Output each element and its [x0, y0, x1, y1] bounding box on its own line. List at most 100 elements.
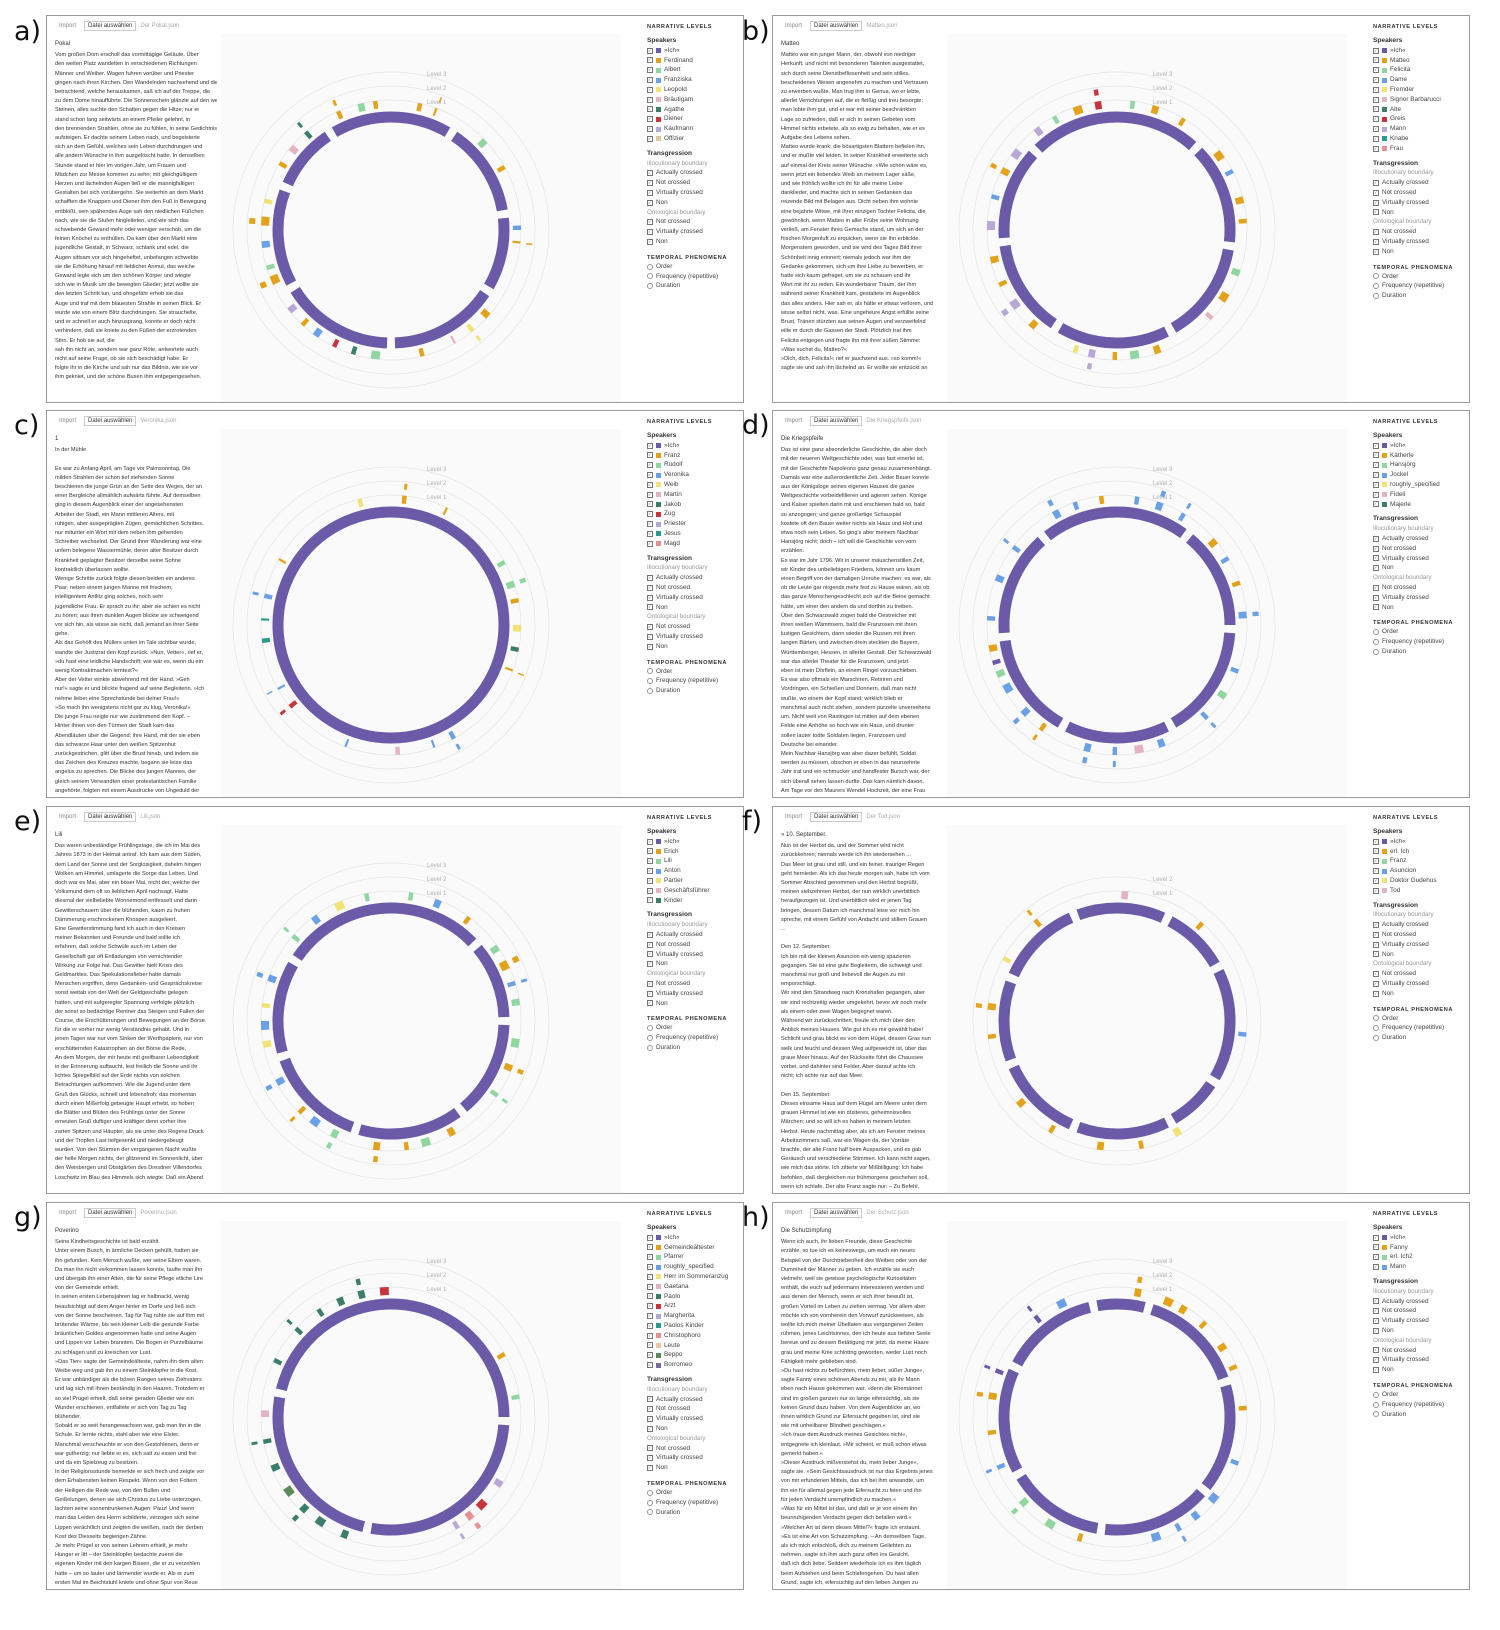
choose-file-button[interactable]: Datei auswählen [810, 20, 863, 31]
ontological-option[interactable]: ✓ Not crossed [647, 622, 743, 632]
choose-file-button[interactable]: Datei auswählen [84, 1207, 137, 1218]
ontological-option[interactable]: ✓ Not crossed [1373, 969, 1469, 979]
option-radio[interactable] [647, 273, 653, 280]
speaker-checkbox[interactable]: ✓ [1373, 96, 1379, 103]
option-checkbox[interactable]: ✓ [647, 1000, 653, 1007]
speaker-row[interactable]: ✓ Leopold [647, 85, 743, 95]
option-radio[interactable] [1373, 1035, 1379, 1042]
speaker-row[interactable]: ✓ Dame [1373, 75, 1469, 85]
speaker-row[interactable]: ✓ Herr im Sommeranzug [647, 1272, 743, 1282]
speaker-row[interactable]: ✓ Paolos Kinder [647, 1321, 743, 1331]
speaker-row[interactable]: ✓ Beppo [647, 1350, 743, 1360]
speaker-checkbox[interactable]: ✓ [1373, 145, 1379, 152]
temporal-option[interactable]: Order [1373, 272, 1469, 282]
option-checkbox[interactable]: ✓ [647, 941, 653, 948]
temporal-option[interactable]: Order [1373, 1390, 1469, 1400]
speaker-checkbox[interactable]: ✓ [647, 868, 653, 875]
temporal-option[interactable]: Order [1373, 627, 1469, 637]
option-checkbox[interactable]: ✓ [647, 219, 653, 226]
speaker-checkbox[interactable]: ✓ [1373, 86, 1379, 93]
speaker-row[interactable]: ✓ Jesus [647, 529, 743, 539]
choose-file-button[interactable]: Datei auswählen [810, 415, 863, 426]
speaker-row[interactable]: ✓ »Ich« [647, 837, 743, 847]
ontological-option[interactable]: ✓ Non [1373, 247, 1469, 257]
speaker-checkbox[interactable]: ✓ [647, 47, 653, 54]
speaker-checkbox[interactable]: ✓ [1373, 1234, 1379, 1241]
narrative-circle-view[interactable]: Level 3 Level 2 Level 1 [221, 1221, 621, 1589]
option-checkbox[interactable]: ✓ [647, 1465, 653, 1472]
speaker-row[interactable]: ✓ roughly_specified [647, 1262, 743, 1272]
option-checkbox[interactable]: ✓ [647, 189, 653, 196]
narrative-circle-view[interactable]: Level 3 Level 2 Level 1 [221, 34, 621, 402]
story-text-pane[interactable]: Matteo Matteo war ein junger Mann, der, o… [781, 40, 943, 400]
speaker-checkbox[interactable]: ✓ [647, 126, 653, 133]
speaker-checkbox[interactable]: ✓ [647, 481, 653, 488]
speaker-row[interactable]: ✓ Kaufmann [647, 124, 743, 134]
speaker-checkbox[interactable]: ✓ [647, 106, 653, 113]
speaker-row[interactable]: ✓ Veronika [647, 470, 743, 480]
ontological-option[interactable]: ✓ Not crossed [1373, 583, 1469, 593]
speaker-checkbox[interactable]: ✓ [647, 540, 653, 547]
option-checkbox[interactable]: ✓ [1373, 248, 1379, 255]
temporal-option[interactable]: Duration [647, 1043, 743, 1053]
choose-file-button[interactable]: Datei auswählen [84, 20, 137, 31]
speaker-checkbox[interactable]: ✓ [647, 1254, 653, 1261]
temporal-option[interactable]: Duration [1373, 647, 1469, 657]
choose-file-button[interactable]: Datei auswählen [810, 811, 863, 822]
temporal-option[interactable]: Frequency (repetitive) [1373, 1400, 1469, 1410]
speaker-checkbox[interactable]: ✓ [1373, 848, 1379, 855]
option-checkbox[interactable]: ✓ [647, 170, 653, 177]
choose-file-button[interactable]: Datei auswählen [84, 415, 137, 426]
option-checkbox[interactable]: ✓ [647, 1425, 653, 1432]
speaker-checkbox[interactable]: ✓ [1373, 1254, 1379, 1261]
speaker-row[interactable]: ✓ Franz [647, 451, 743, 461]
option-checkbox[interactable]: ✓ [647, 1406, 653, 1413]
option-checkbox[interactable]: ✓ [647, 1445, 653, 1452]
speaker-checkbox[interactable]: ✓ [647, 86, 653, 93]
illocutionary-option[interactable]: ✓ Actually crossed [1373, 920, 1469, 930]
illocutionary-option[interactable]: ✓ Virtually crossed [647, 593, 743, 603]
illocutionary-option[interactable]: ✓ Not crossed [647, 940, 743, 950]
speaker-checkbox[interactable]: ✓ [1373, 442, 1379, 449]
speaker-row[interactable]: ✓ Fremder [1373, 85, 1469, 95]
illocutionary-option[interactable]: ✓ Non [1373, 950, 1469, 960]
illocutionary-option[interactable]: ✓ Virtually crossed [1373, 198, 1469, 208]
narrative-circle-view[interactable]: Level 2 Level 1 [947, 825, 1347, 1193]
speaker-row[interactable]: ✓ Magd [647, 539, 743, 549]
speaker-row[interactable]: ✓ Kätherle [1373, 451, 1469, 461]
illocutionary-option[interactable]: ✓ Virtually crossed [1373, 1316, 1469, 1326]
speaker-row[interactable]: ✓ Jakob [647, 500, 743, 510]
speaker-checkbox[interactable]: ✓ [1373, 57, 1379, 64]
story-text-pane[interactable]: Poverino Seine Kindheitsgeschichte ist ba… [55, 1227, 217, 1587]
option-radio[interactable] [647, 1489, 653, 1496]
story-text-pane[interactable]: » 10. September. Nun ist der Herbst da, u… [781, 831, 943, 1191]
option-checkbox[interactable]: ✓ [1373, 209, 1379, 216]
speaker-row[interactable]: ✓ Signor Barbarucci [1373, 95, 1469, 105]
ontological-option[interactable]: ✓ Not crossed [647, 979, 743, 989]
speaker-checkbox[interactable]: ✓ [647, 1244, 653, 1251]
import-button[interactable]: Import [785, 22, 803, 29]
speaker-row[interactable]: ✓ roughly_specified [1373, 480, 1469, 490]
option-radio[interactable] [1373, 1401, 1379, 1408]
speaker-checkbox[interactable]: ✓ [647, 1322, 653, 1329]
choose-file-button[interactable]: Datei auswählen [84, 811, 137, 822]
speaker-checkbox[interactable]: ✓ [1373, 838, 1379, 845]
ontological-option[interactable]: ✓ Virtually crossed [647, 227, 743, 237]
ontological-option[interactable]: ✓ Not crossed [647, 217, 743, 227]
temporal-option[interactable]: Duration [647, 686, 743, 696]
speaker-row[interactable]: ✓ »Ich« [1373, 837, 1469, 847]
speaker-checkbox[interactable]: ✓ [647, 77, 653, 84]
speaker-row[interactable]: ✓ Margherita [647, 1311, 743, 1321]
speaker-checkbox[interactable]: ✓ [1373, 135, 1379, 142]
speaker-row[interactable]: ✓ Hansjörg [1373, 460, 1469, 470]
speaker-row[interactable]: ✓ Felicita [1373, 65, 1469, 75]
ontological-option[interactable]: ✓ Virtually crossed [1373, 237, 1469, 247]
temporal-option[interactable]: Order [647, 1488, 743, 1498]
ontological-option[interactable]: ✓ Not crossed [1373, 227, 1469, 237]
speaker-row[interactable]: ✓ Priester [647, 519, 743, 529]
option-checkbox[interactable]: ✓ [647, 961, 653, 968]
temporal-option[interactable]: Frequency (repetitive) [647, 272, 743, 282]
speaker-checkbox[interactable]: ✓ [647, 1293, 653, 1300]
option-checkbox[interactable]: ✓ [647, 624, 653, 631]
speaker-checkbox[interactable]: ✓ [647, 1273, 653, 1280]
